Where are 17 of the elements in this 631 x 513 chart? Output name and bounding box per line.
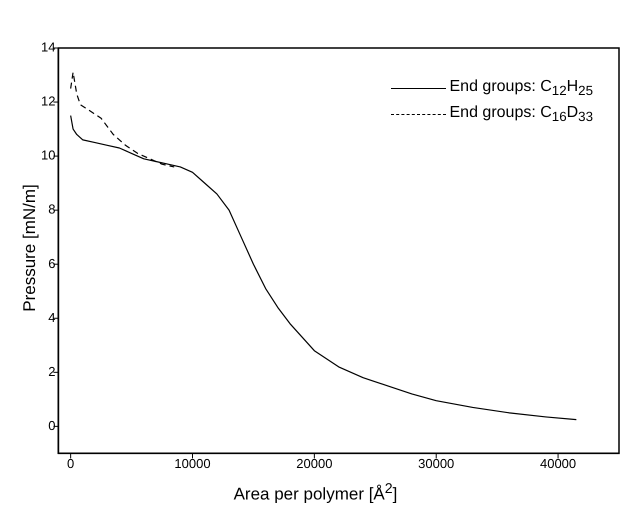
x-tick-label: 30000 (418, 456, 454, 471)
y-axis-title: Pressure [mN/m] (20, 184, 40, 312)
y-tick-label: 4 (48, 310, 56, 325)
x-tick-label: 40000 (540, 456, 576, 471)
y-tick-label: 0 (48, 418, 56, 433)
x-tick-label: 20000 (296, 456, 332, 471)
y-tick-label: 6 (48, 256, 56, 271)
x-tick-label: 10000 (174, 456, 211, 471)
y-tick-label: 8 (48, 202, 56, 217)
y-tick-label: 10 (40, 148, 56, 163)
y-tick-label: 12 (40, 94, 56, 109)
y-tick-label: 14 (40, 40, 56, 55)
x-tick-label: 0 (67, 456, 74, 471)
legend-label: End groups: C$_{12}$H$_{25}$ (450, 78, 593, 98)
legend-label: End groups: C$_{16}$D$_{33}$ (450, 104, 593, 124)
x-axis-title: Area per polymer [Å$^{2}$] (232, 481, 398, 505)
y-tick-label: 2 (48, 364, 56, 379)
